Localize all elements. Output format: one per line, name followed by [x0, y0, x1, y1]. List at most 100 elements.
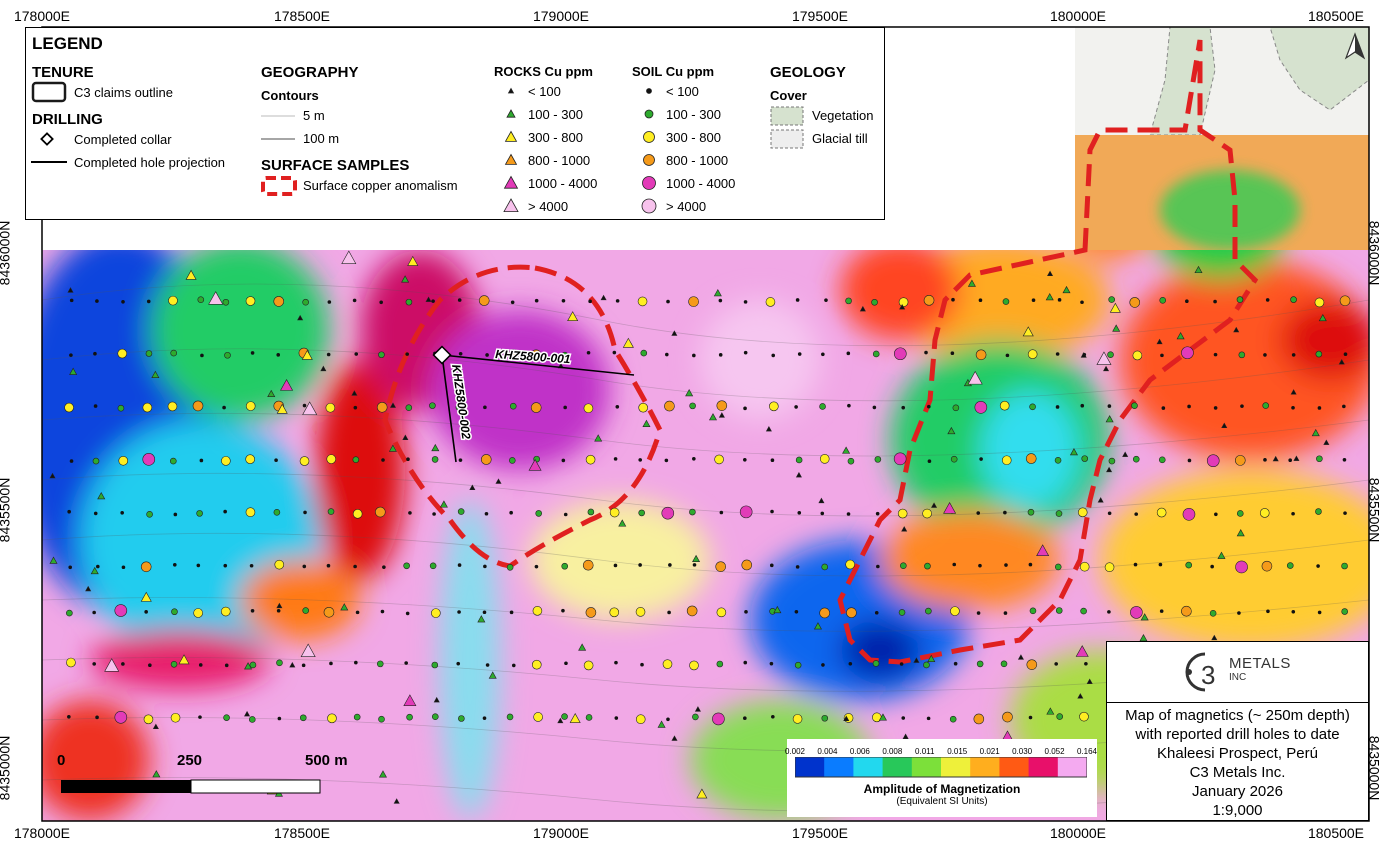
soil-sample-point[interactable] — [609, 507, 620, 518]
soil-sample-point[interactable] — [381, 458, 385, 462]
soil-sample-point[interactable] — [876, 564, 880, 569]
soil-sample-point[interactable] — [872, 405, 877, 410]
soil-sample-point[interactable] — [1158, 456, 1166, 464]
rock-sample-point[interactable] — [276, 403, 288, 414]
soil-sample-point[interactable] — [64, 402, 74, 413]
rock-sample-point[interactable] — [1122, 451, 1129, 457]
soil-sample-point[interactable] — [901, 405, 906, 410]
soil-sample-point[interactable] — [1080, 300, 1084, 305]
soil-sample-point[interactable] — [999, 400, 1010, 411]
soil-sample-point[interactable] — [431, 456, 439, 463]
soil-sample-point[interactable] — [482, 610, 487, 615]
soil-sample-point[interactable] — [276, 353, 281, 357]
rock-sample-point[interactable] — [1176, 332, 1185, 340]
rock-sample-point[interactable] — [208, 291, 224, 305]
soil-sample-point[interactable] — [326, 352, 331, 357]
soil-sample-point[interactable] — [478, 295, 490, 306]
soil-sample-point[interactable] — [1129, 297, 1141, 308]
soil-sample-point[interactable] — [635, 607, 646, 617]
soil-sample-point[interactable] — [582, 559, 594, 571]
soil-sample-point[interactable] — [743, 716, 747, 721]
rock-sample-point[interactable] — [85, 585, 92, 592]
soil-sample-point[interactable] — [1209, 610, 1217, 617]
soil-sample-point[interactable] — [794, 609, 799, 614]
soil-sample-point[interactable] — [326, 563, 331, 568]
soil-sample-point[interactable] — [303, 510, 307, 515]
soil-sample-point[interactable] — [1028, 715, 1033, 720]
soil-sample-point[interactable] — [299, 714, 307, 722]
rock-sample-point[interactable] — [1106, 466, 1113, 473]
rock-sample-point[interactable] — [1272, 455, 1279, 462]
soil-sample-point[interactable] — [714, 454, 724, 465]
soil-sample-point[interactable] — [1238, 351, 1246, 359]
rock-sample-point[interactable] — [692, 554, 701, 563]
rock-sample-point[interactable] — [388, 444, 397, 452]
soil-sample-point[interactable] — [245, 296, 256, 306]
soil-sample-point[interactable] — [1029, 403, 1036, 411]
rock-sample-point[interactable] — [713, 288, 722, 297]
rock-sample-point[interactable] — [1318, 313, 1327, 322]
rock-sample-point[interactable] — [469, 484, 476, 490]
soil-sample-point[interactable] — [563, 405, 567, 410]
rock-sample-point[interactable] — [708, 413, 717, 421]
rock-sample-point[interactable] — [104, 658, 120, 672]
soil-sample-point[interactable] — [587, 508, 595, 516]
soil-sample-point[interactable] — [901, 716, 906, 720]
soil-sample-point[interactable] — [455, 403, 463, 411]
soil-sample-point[interactable] — [200, 353, 204, 358]
drill-collar-icon[interactable] — [432, 345, 452, 365]
soil-sample-point[interactable] — [1002, 298, 1010, 305]
soil-sample-point[interactable] — [485, 353, 489, 357]
soil-sample-point[interactable] — [978, 563, 982, 568]
soil-sample-point[interactable] — [950, 351, 955, 356]
soil-sample-point[interactable] — [405, 611, 410, 616]
soil-sample-point[interactable] — [561, 458, 566, 463]
soil-sample-point[interactable] — [532, 606, 543, 616]
soil-sample-point[interactable] — [376, 401, 388, 413]
soil-sample-point[interactable] — [1104, 562, 1115, 573]
rock-sample-point[interactable] — [1105, 415, 1114, 423]
rock-sample-point[interactable] — [1112, 324, 1121, 332]
soil-sample-point[interactable] — [1055, 405, 1060, 409]
soil-sample-point[interactable] — [925, 607, 932, 615]
soil-sample-point[interactable] — [1235, 560, 1248, 574]
soil-sample-point[interactable] — [712, 712, 725, 726]
soil-sample-point[interactable] — [480, 454, 492, 465]
rock-sample-point[interactable] — [1103, 365, 1110, 372]
soil-sample-point[interactable] — [508, 457, 516, 464]
soil-sample-point[interactable] — [431, 299, 435, 303]
soil-sample-point[interactable] — [1000, 660, 1008, 668]
soil-sample-point[interactable] — [118, 455, 129, 466]
soil-sample-point[interactable] — [979, 457, 983, 461]
soil-sample-point[interactable] — [274, 559, 285, 570]
soil-sample-point[interactable] — [245, 507, 256, 518]
soil-sample-point[interactable] — [1316, 564, 1320, 568]
soil-sample-point[interactable] — [924, 562, 931, 570]
soil-sample-point[interactable] — [196, 563, 201, 568]
rock-sample-point[interactable] — [696, 788, 708, 799]
soil-sample-point[interactable] — [403, 562, 410, 570]
rock-sample-point[interactable] — [927, 654, 936, 662]
rock-sample-point[interactable] — [301, 349, 313, 360]
soil-sample-point[interactable] — [893, 452, 907, 466]
soil-sample-point[interactable] — [429, 562, 437, 570]
soil-sample-point[interactable] — [406, 713, 413, 721]
soil-sample-point[interactable] — [140, 561, 152, 573]
soil-sample-point[interactable] — [846, 607, 857, 619]
rock-sample-point[interactable] — [947, 426, 956, 435]
soil-sample-point[interactable] — [1342, 404, 1346, 409]
soil-sample-point[interactable] — [923, 661, 930, 669]
soil-sample-point[interactable] — [1132, 350, 1143, 361]
rock-sample-point[interactable] — [401, 275, 410, 283]
soil-sample-point[interactable] — [1185, 561, 1193, 569]
soil-sample-point[interactable] — [1079, 711, 1089, 722]
soil-sample-point[interactable] — [1266, 609, 1270, 614]
soil-sample-point[interactable] — [1315, 350, 1323, 358]
soil-sample-point[interactable] — [245, 454, 255, 464]
soil-sample-point[interactable] — [561, 351, 569, 359]
soil-sample-point[interactable] — [192, 400, 204, 412]
soil-sample-point[interactable] — [323, 607, 335, 618]
rock-sample-point[interactable] — [244, 710, 251, 717]
soil-sample-point[interactable] — [564, 661, 568, 666]
soil-sample-point[interactable] — [585, 714, 593, 721]
